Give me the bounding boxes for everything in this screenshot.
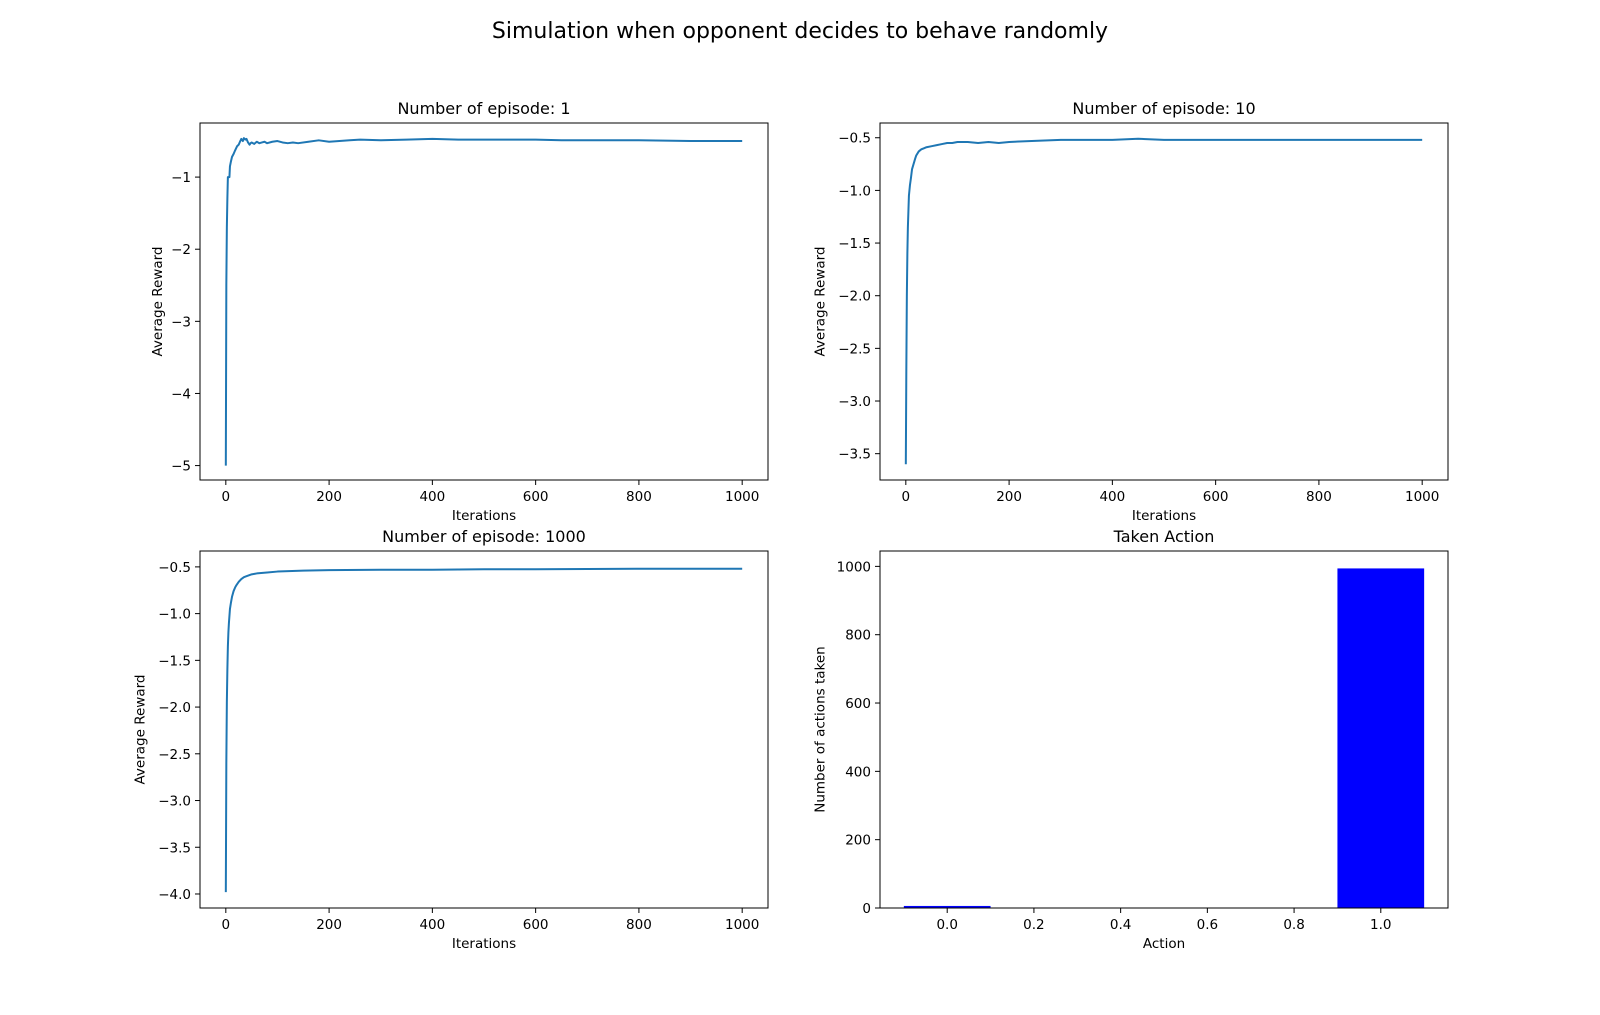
episode-1-x-axis-label: Iterations [452, 508, 516, 524]
episode-1000-axes-frame [199, 550, 769, 909]
panel-taken-action: 0.0 0.2 0.4 0.6 0.8 1.0 0 200 400 600 800 1000 Taken… [813, 527, 1449, 952]
taken-action-y-tick-label: 0 [862, 901, 871, 917]
episode-1000-x-tick-label: 400 [419, 917, 445, 933]
episode-10-x-tick-label: 800 [1306, 489, 1332, 505]
episode-1000-y-tick-label: −4.0 [158, 887, 191, 903]
episode-1000-y-tick-label: −3.5 [158, 840, 191, 856]
episode-1-y-tick-label: −2 [171, 242, 191, 258]
episode-1000-y-axis-label: Average Reward [133, 674, 149, 784]
taken-action-x-tick-label: 0.8 [1283, 917, 1304, 933]
episode-1000-y-tick-label: −2.0 [158, 700, 191, 716]
episode-10-x-tick-label: 0 [902, 489, 911, 505]
episode-10-x-tick-label: 200 [996, 489, 1022, 505]
episode-1000-x-tick-label: 0 [222, 917, 231, 933]
episode-10-y-axis-label: Average Reward [813, 246, 829, 356]
taken-action-x-tick-label: 0.0 [936, 917, 957, 933]
episode-1-y-axis-label: Average Reward [150, 246, 166, 356]
episode-1000-y-tick-label: −3.0 [158, 794, 191, 810]
episode-1000-y-tick-label: −1.5 [158, 653, 191, 669]
episode-10-y-tick-label: −3.5 [838, 447, 871, 463]
episode-1-title: Number of episode: 1 [397, 99, 570, 118]
episode-10-y-tick-label: −2.5 [838, 341, 871, 357]
taken-action-y-tick-label: 200 [845, 833, 871, 849]
episode-1-x-tick-label: 800 [626, 489, 652, 505]
episode-10-y-tick-label: −1.5 [838, 236, 871, 252]
panel-episode-10: 0 200 400 600 800 1000 −3.5 −3.0 −2.5 −2.0 −1.5 −1.… [813, 99, 1449, 524]
episode-1-x-tick-label: 1000 [725, 489, 759, 505]
taken-action-x-tick-label: 0.6 [1197, 917, 1218, 933]
episode-1-x-tick-label: 200 [316, 489, 342, 505]
episode-1-x-tick-label: 600 [523, 489, 549, 505]
episode-1-y-tick-label: −1 [171, 170, 191, 186]
episode-10-x-tick-label: 400 [1099, 489, 1125, 505]
episode-1000-series-line [224, 567, 743, 893]
episode-1000-y-tick-label: −2.5 [158, 747, 191, 763]
episode-10-x-tick-label: 1000 [1405, 489, 1439, 505]
bar-action-0 [903, 905, 991, 908]
taken-action-x-tick-label: 0.2 [1023, 917, 1044, 933]
episode-1-x-tick-label: 0 [222, 489, 231, 505]
taken-action-title: Taken Action [1113, 527, 1215, 546]
episode-10-y-tick-label: −2.0 [838, 289, 871, 305]
episode-1-axes-frame [199, 122, 769, 481]
episode-1000-y-tick-label: −0.5 [158, 560, 191, 576]
episode-1000-x-axis-label: Iterations [452, 936, 516, 952]
taken-action-x-axis-label: Action [1143, 936, 1185, 952]
taken-action-x-tick-label: 1.0 [1370, 917, 1391, 933]
panel-episode-1000: 0 200 400 600 800 1000 −4.0 −3.5 −3.0 −2.5 −2.0 −1.… [133, 527, 769, 952]
episode-1000-y-tick-label: −1.0 [158, 607, 191, 623]
taken-action-y-tick-label: 600 [845, 696, 871, 712]
taken-action-y-tick-label: 800 [845, 628, 871, 644]
episode-1-y-tick-label: −3 [171, 314, 191, 330]
episode-10-x-tick-label: 600 [1203, 489, 1229, 505]
episode-10-y-tick-label: −0.5 [838, 131, 871, 147]
taken-action-x-tick-label: 0.4 [1110, 917, 1131, 933]
episode-1000-title: Number of episode: 1000 [382, 527, 586, 546]
episode-1000-x-tick-label: 600 [523, 917, 549, 933]
episode-10-series-line [904, 137, 1423, 465]
episode-1-y-tick-label: −4 [171, 386, 191, 402]
episode-10-y-tick-label: −3.0 [838, 394, 871, 410]
episode-1000-x-tick-label: 200 [316, 917, 342, 933]
episode-10-title: Number of episode: 10 [1072, 99, 1255, 118]
taken-action-axes-frame [879, 550, 1449, 909]
taken-action-y-tick-label: 400 [845, 764, 871, 780]
episode-1-x-tick-label: 400 [419, 489, 445, 505]
episode-10-y-tick-label: −1.0 [838, 183, 871, 199]
episode-10-axes-frame [879, 122, 1449, 481]
bar-action-1 [1337, 568, 1425, 908]
figure-title: Simulation when opponent decides to beha… [492, 19, 1108, 44]
panel-episode-1: 0 200 400 600 800 1000 −5 −4 −3 −2 −1 Number of epi… [150, 99, 769, 524]
taken-action-y-tick-label: 1000 [837, 559, 871, 575]
episode-1-series-line [224, 137, 743, 466]
episode-1-y-tick-label: −5 [171, 459, 191, 475]
episode-10-x-axis-label: Iterations [1132, 508, 1196, 524]
taken-action-y-axis-label: Number of actions taken [813, 646, 829, 812]
episode-1000-x-tick-label: 1000 [725, 917, 759, 933]
episode-1000-x-tick-label: 800 [626, 917, 652, 933]
